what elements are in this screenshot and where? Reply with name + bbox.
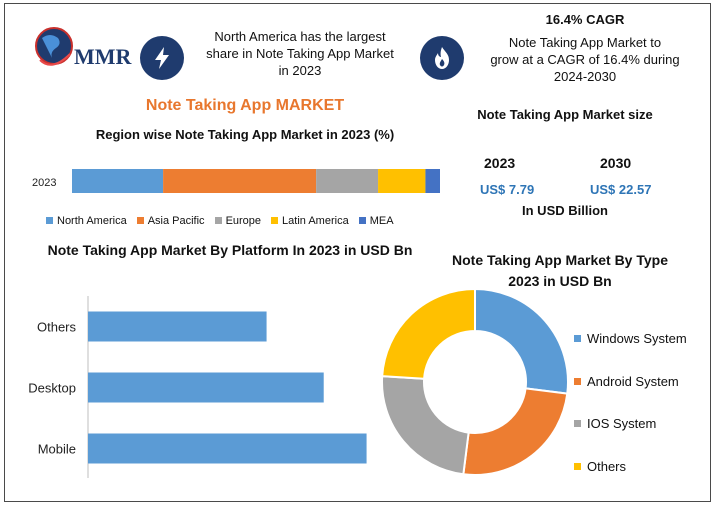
region-category-label: 2023 — [32, 177, 56, 189]
share-line-3: in 2023 — [278, 63, 322, 78]
donut-slice-others — [381, 287, 476, 380]
cagr-title: 16.4% CAGR — [545, 12, 625, 27]
type-legend-item: Windows System — [574, 328, 714, 349]
market-size-year-2030: 2030 — [600, 155, 632, 171]
legend-label: Windows System — [587, 331, 687, 346]
region-chart: 2023 — [20, 165, 450, 195]
share-line-1: North America has the largest — [214, 29, 386, 44]
platform-chart-title: Note Taking App Market By Platform In 20… — [40, 240, 420, 261]
flame-icon — [435, 47, 449, 69]
platform-bar-others — [88, 311, 267, 342]
share-line-2: share in Note Taking App Market — [206, 46, 394, 61]
region-chart-title: Region wise Note Taking App Market in 20… — [95, 127, 395, 142]
legend-label: IOS System — [587, 416, 657, 431]
type-chart — [378, 285, 573, 480]
legend-label: North America — [57, 214, 127, 227]
region-bar-segment-north-america — [72, 169, 164, 193]
market-size-value-2030: US$ 22.57 — [590, 182, 652, 197]
type-chart-title-text: Note Taking App Market By Type 2023 in U… — [452, 252, 668, 289]
region-legend-item: MEA — [358, 214, 394, 227]
platform-bar-mobile — [88, 433, 367, 464]
region-stacked-bar-svg: 2023 — [32, 169, 440, 193]
market-size-value-2023: US$ 7.79 — [480, 182, 535, 197]
platform-chart-title-text: Note Taking App Market By Platform In 20… — [47, 242, 413, 258]
legend-swatch — [574, 335, 581, 342]
main-title: Note Taking App MARKET — [145, 97, 345, 114]
market-size-year-2023: 2023 — [484, 155, 516, 171]
legend-swatch — [271, 217, 279, 224]
share-headline: North America has the largest share in N… — [190, 28, 410, 79]
region-bar-segment-latin-america — [378, 169, 426, 193]
legend-label: Others — [587, 458, 627, 474]
legend-swatch — [574, 420, 581, 427]
legend-swatch — [46, 217, 53, 224]
region-legend: North America Asia Pacific Europe Latin Ame… — [46, 211, 476, 229]
donut-slice-android-system — [462, 387, 569, 476]
donut-slice-windows-system — [474, 287, 569, 395]
platform-bar-desktop — [88, 372, 324, 403]
legend-label: Latin America — [282, 214, 349, 227]
type-legend-item: Others — [574, 456, 714, 477]
globe-icon — [35, 27, 73, 66]
platform-category-label: Mobile — [38, 442, 76, 457]
region-bar-segment-europe — [316, 169, 379, 193]
region-legend-item: North America — [46, 215, 127, 227]
type-legend-item: Android System — [574, 371, 714, 392]
brand-logo: MMR — [30, 20, 134, 80]
type-donut-svg — [381, 287, 569, 476]
type-legend-item: IOS System — [574, 413, 714, 434]
platform-bar-svg: Others Desktop Mobile — [28, 296, 367, 478]
legend-label: Europe — [225, 214, 262, 227]
legend-label: MEA — [369, 214, 394, 227]
platform-category-label: Desktop — [28, 381, 76, 396]
infographic-frame — [4, 3, 711, 502]
cagr-line-3: 2024-2030 — [553, 69, 617, 84]
type-legend: Windows System Android System IOS System Ot… — [574, 328, 714, 498]
cagr-headline: Note Taking App Market to grow at a CAGR… — [470, 34, 700, 85]
legend-swatch — [358, 217, 366, 224]
cagr-line-2: grow at a CAGR of 16.4% during — [490, 52, 680, 67]
donut-slice-ios-system — [381, 375, 470, 476]
legend-swatch — [574, 462, 581, 470]
region-bar-segment-mea — [425, 169, 440, 193]
cagr-line-1: Note Taking App Market to — [508, 35, 662, 50]
logo-text: MMR — [74, 44, 132, 69]
flame-badge — [420, 36, 464, 80]
region-legend-item: Asia Pacific — [136, 214, 205, 227]
platform-chart: Others Desktop Mobile — [20, 292, 380, 482]
lightning-badge — [140, 36, 184, 80]
platform-category-label: Others — [37, 320, 77, 335]
region-legend-item: Latin America — [271, 215, 349, 227]
market-size-unit: In USD Billion — [522, 203, 608, 218]
region-legend-item: Europe — [214, 214, 262, 227]
type-chart-title: Note Taking App Market By Type 2023 in U… — [445, 250, 675, 292]
market-size-title: Note Taking App Market size — [477, 107, 653, 122]
legend-swatch — [136, 217, 144, 224]
legend-swatch — [214, 217, 222, 224]
legend-label: Asia Pacific — [147, 214, 205, 227]
legend-label: Android System — [587, 373, 679, 389]
region-bar-segment-asia-pacific — [163, 169, 317, 193]
legend-swatch — [574, 377, 581, 385]
lightning-icon — [155, 47, 169, 69]
